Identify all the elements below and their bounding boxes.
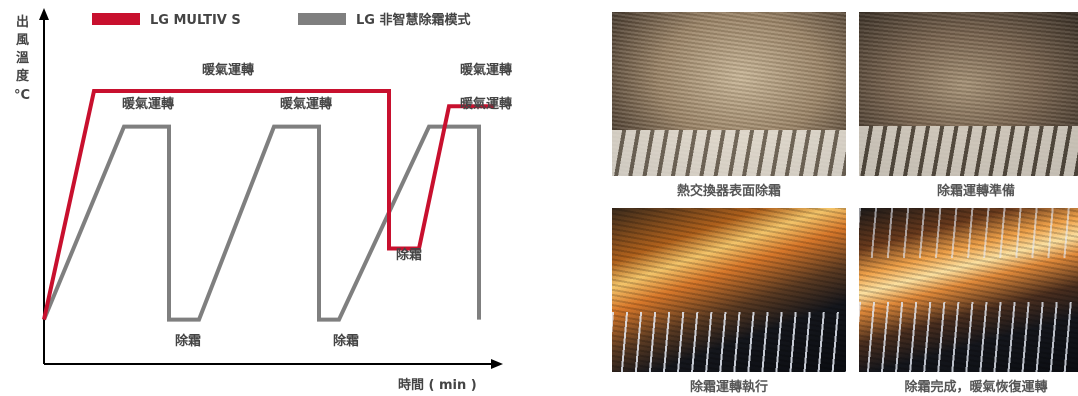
y-label-char: 出 bbox=[16, 14, 29, 30]
series-line-lg-non-smart bbox=[42, 124, 481, 322]
photo-defrost-running bbox=[612, 208, 846, 372]
photo-defrost-prep bbox=[859, 12, 1078, 176]
x-axis-arrow bbox=[491, 359, 503, 369]
red-label-defrost: 除霜 bbox=[396, 247, 422, 263]
y-label-char: 度 bbox=[16, 68, 30, 84]
legend-swatch-lg-multiv-s bbox=[92, 13, 140, 25]
gray-label-heating-1: 暖氣運轉 bbox=[122, 96, 174, 112]
photo-coil-frost-surface bbox=[612, 12, 846, 176]
legend-swatch-lg-non-smart bbox=[298, 13, 346, 25]
x-axis-label: 時間 ( min ) bbox=[398, 377, 477, 393]
caption-coil-frost-surface: 熱交換器表面除霜 bbox=[676, 184, 781, 199]
gray-label-heating-3: 暖氣運轉 bbox=[460, 96, 512, 112]
gray-label-heating-2: 暖氣運轉 bbox=[280, 96, 332, 112]
gray-label-defrost-1: 除霜 bbox=[175, 333, 201, 349]
caption-defrost-complete: 除霜完成，暖氣恢復運轉 bbox=[904, 380, 1048, 395]
caption-defrost-running: 除霜運轉執行 bbox=[689, 380, 768, 395]
legend-label-lg-multiv-s: LG MULTIV S bbox=[150, 13, 241, 28]
defrost-chart: 出 風 溫 度 °C 時間 ( min ) LG MULTIV S LG 非智慧… bbox=[14, 8, 512, 393]
red-label-heating-1: 暖氣運轉 bbox=[202, 62, 254, 78]
legend-label-lg-non-smart: LG 非智慧除霜模式 bbox=[356, 12, 470, 28]
red-label-heating-2: 暖氣運轉 bbox=[460, 62, 512, 78]
caption-defrost-prep: 除霜運轉準備 bbox=[936, 184, 1015, 199]
y-label-char: °C bbox=[14, 88, 30, 103]
y-axis-label: 出 風 溫 度 °C bbox=[14, 14, 30, 103]
y-axis-arrow bbox=[39, 8, 49, 20]
legend: LG MULTIV S LG 非智慧除霜模式 bbox=[92, 12, 470, 28]
photo-defrost-complete bbox=[859, 208, 1078, 372]
y-label-char: 風 bbox=[16, 33, 29, 48]
y-label-char: 溫 bbox=[16, 51, 29, 66]
gray-label-defrost-2: 除霜 bbox=[333, 333, 359, 349]
series-line-lg-multiv-s bbox=[42, 89, 494, 321]
